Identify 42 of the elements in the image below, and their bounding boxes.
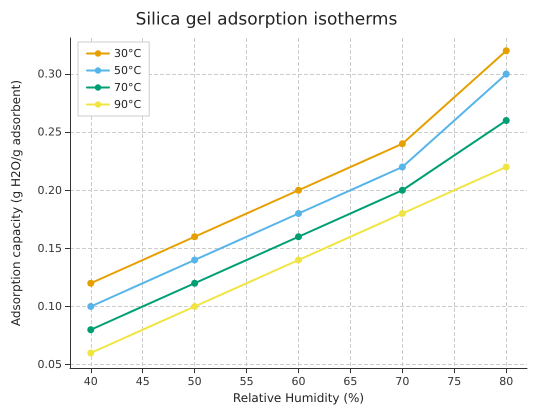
y-tick-label: 0.15	[38, 242, 62, 255]
point	[295, 256, 302, 264]
x-tick-label: 60	[292, 375, 306, 388]
point	[87, 280, 94, 287]
legend-label: 30°C	[114, 47, 142, 60]
point	[87, 326, 94, 334]
point	[87, 349, 94, 356]
point	[502, 70, 510, 78]
y-tick-label: 0.10	[38, 300, 62, 313]
x-tick-label: 80	[499, 375, 514, 388]
point	[398, 210, 406, 218]
point	[398, 186, 406, 194]
y-tick-label: 0.30	[38, 68, 62, 81]
y-axis-title: Adsorption capacity (g H2O/g adsorbent)	[9, 80, 23, 326]
y-tick-label: 0.20	[38, 184, 62, 197]
point	[191, 233, 198, 240]
chart-title: Silica gel adsorption isotherms	[136, 10, 398, 30]
point	[191, 280, 198, 287]
point	[295, 233, 302, 240]
point	[191, 303, 198, 310]
point	[502, 117, 510, 124]
x-tick-label: 70	[395, 375, 410, 388]
legend-label: 50°C	[114, 64, 142, 77]
point	[502, 164, 510, 171]
point	[398, 164, 406, 171]
x-axis-title: Relative Humidity (%)	[232, 391, 364, 405]
x-tick-label: 40	[84, 375, 98, 388]
y-tick-label: 0.05	[38, 358, 62, 372]
x-tick-label: 75	[447, 375, 462, 388]
x-tick-label: 45	[136, 375, 150, 388]
point	[87, 303, 94, 310]
point	[502, 47, 510, 54]
point	[398, 140, 406, 148]
x-tick-label: 50	[188, 375, 202, 388]
y-tick-label: 0.25	[38, 126, 62, 139]
legend-label: 70°C	[114, 81, 142, 94]
x-tick-label: 55	[240, 375, 254, 388]
point	[295, 186, 302, 194]
point	[191, 256, 198, 264]
legend-label: 90°C	[114, 98, 142, 111]
x-tick-label: 65	[343, 375, 358, 388]
point	[295, 210, 302, 218]
